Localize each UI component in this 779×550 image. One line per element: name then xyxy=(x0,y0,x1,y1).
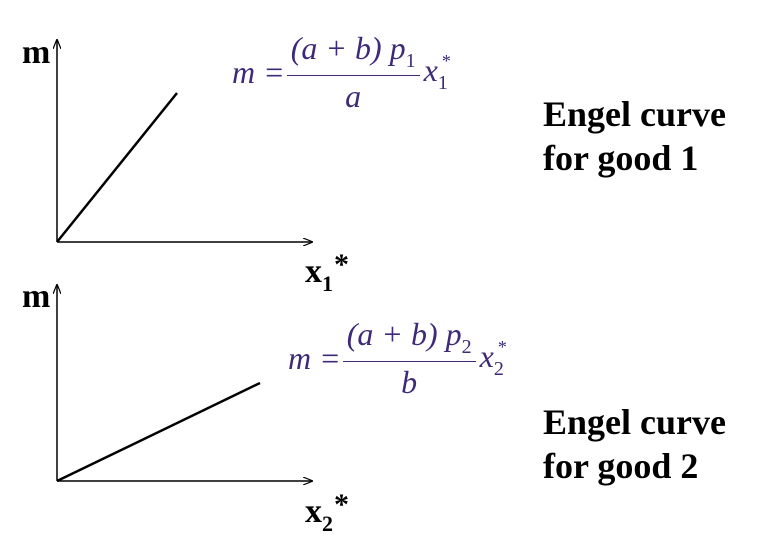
graph2-formula-fraction: (a + b) p2 b xyxy=(342,316,476,401)
graph2-x-axis-label: x2* xyxy=(305,490,349,535)
graph1-formula-fraction: (a + b) p1 a xyxy=(286,30,420,115)
graph2-y-axis-label: m xyxy=(22,278,51,315)
graph1-formula-x-text: x xyxy=(423,51,438,88)
graph2-formula-x-sub: 2 xyxy=(493,357,504,380)
graph2-formula-denominator: b xyxy=(401,364,418,400)
graph1-caption-line2: for good 1 xyxy=(543,138,699,178)
graph1-engel-curve xyxy=(56,92,178,243)
graph2-formula-x: x2* xyxy=(480,337,507,381)
graph2-formula-lhs: m = xyxy=(288,340,341,376)
graph1-formula-x-sub: 1 xyxy=(437,71,448,94)
graph2-formula: m = (a + b) p2 b x2* xyxy=(288,316,507,401)
graph2-formula-num-text: (a + b) p xyxy=(346,316,462,352)
graph1-formula: m = (a + b) p1 a x1* xyxy=(232,30,451,115)
graph2-x-label-base: x xyxy=(305,493,322,530)
graph2-engel-curve xyxy=(56,381,261,483)
graph1-caption-line1: Engel curve xyxy=(543,94,726,134)
graph1-y-axis-label: m xyxy=(22,34,51,71)
graph1-formula-x-sup: * xyxy=(441,50,451,71)
graph1-formula-denominator: a xyxy=(345,78,362,114)
graph1-formula-x: x1* xyxy=(424,51,451,95)
graph1-x-label-base: x xyxy=(305,253,322,290)
graph2-x-label-star: * xyxy=(334,488,349,521)
graph2-x-label-sub: 2 xyxy=(322,511,333,536)
graph1-formula-num-text: (a + b) p xyxy=(290,30,406,66)
graph1-x-label-sub: 1 xyxy=(322,271,333,296)
graph1-caption: Engel curve for good 1 xyxy=(543,92,726,180)
graph1-formula-lhs: m = xyxy=(232,54,285,90)
graph1-x-label-star: * xyxy=(334,248,349,281)
graph2-formula-num-sub: 2 xyxy=(461,336,472,358)
graph2-formula-numerator: (a + b) p2 xyxy=(342,316,476,362)
graph2-caption: Engel curve for good 2 xyxy=(543,400,726,488)
graph1-formula-num-sub: 1 xyxy=(405,50,416,72)
graph2-caption-line2: for good 2 xyxy=(543,446,699,486)
graph1-x-axis-label: x1* xyxy=(305,250,349,295)
graph2-formula-x-sup: * xyxy=(497,336,507,357)
graph2-formula-x-text: x xyxy=(479,337,494,374)
graph1-formula-numerator: (a + b) p1 xyxy=(286,30,420,76)
graph2-caption-line1: Engel curve xyxy=(543,402,726,442)
